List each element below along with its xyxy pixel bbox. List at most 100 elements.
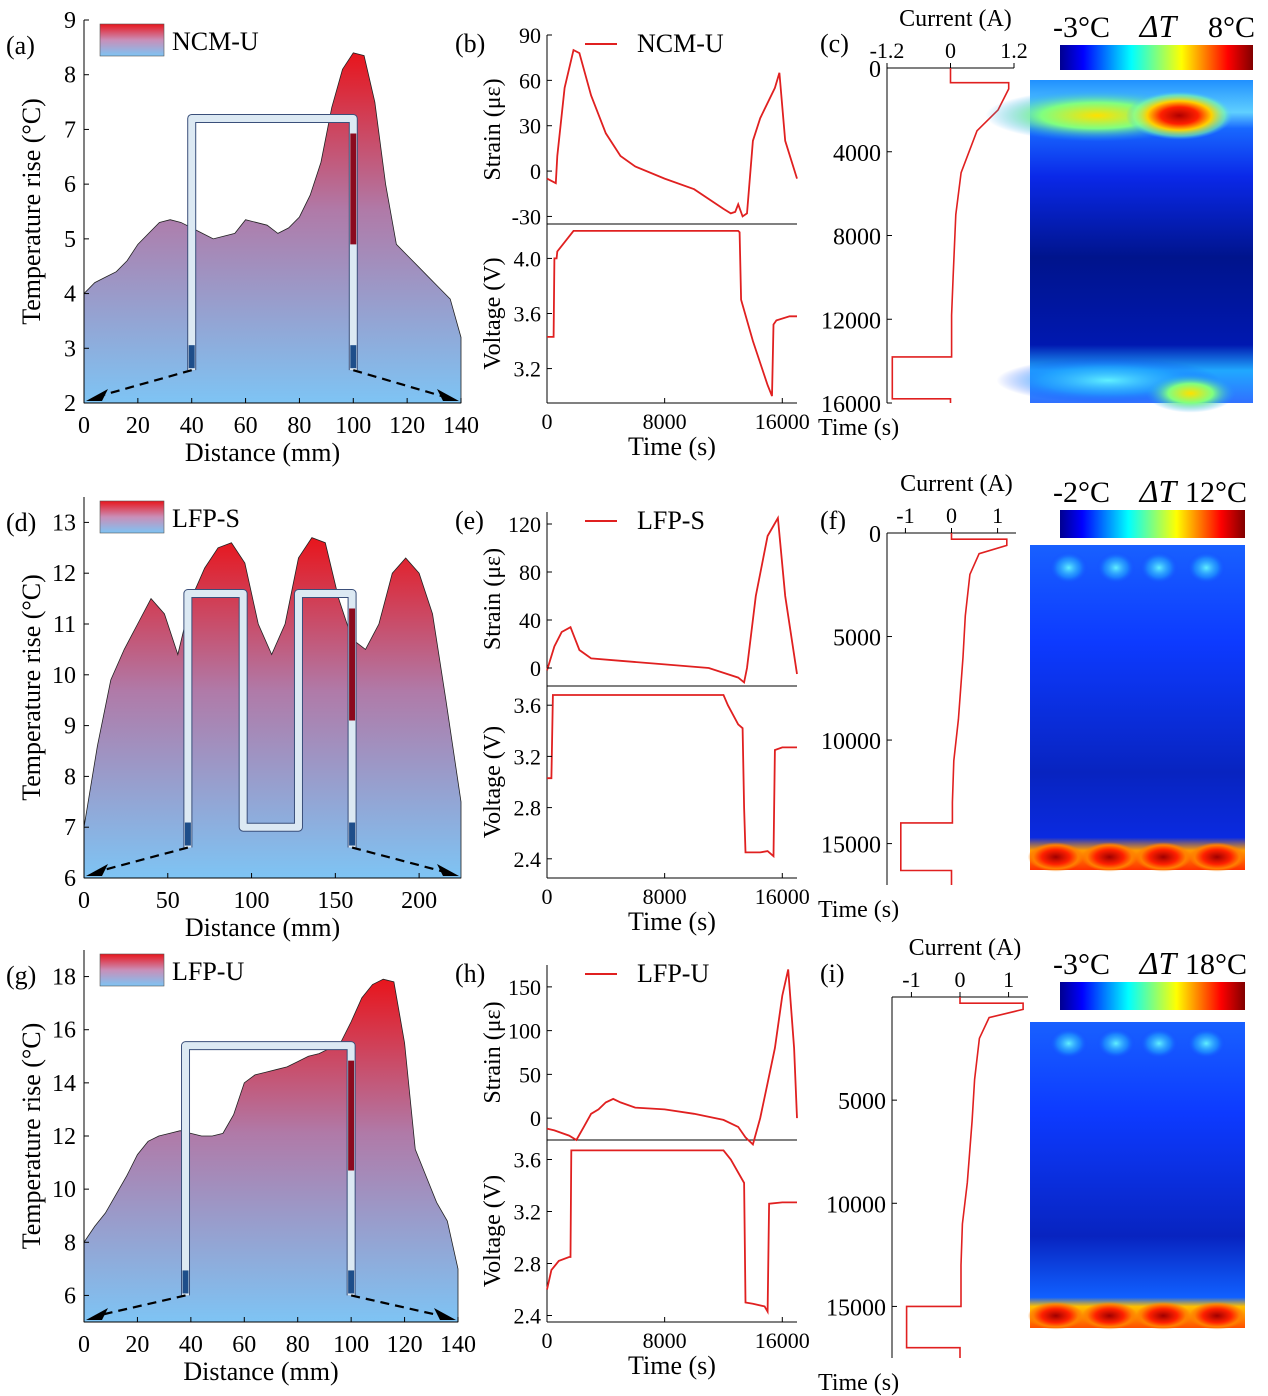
legend-swatch — [99, 23, 165, 57]
voltage-series-line — [546, 1149, 797, 1315]
y-axis-label: Temperature rise (°C) — [17, 98, 46, 325]
colorbar-min-label: -3°C — [1053, 948, 1110, 981]
colorbar-mid-label: ΔT — [1138, 8, 1179, 44]
strain-y-tick-label: 120 — [508, 512, 541, 537]
x-tick-label: 0 — [78, 413, 90, 439]
fiber-end-left-arrow — [86, 389, 108, 401]
panel-label: (b) — [455, 29, 485, 58]
x-tick-label: 40 — [180, 413, 204, 439]
temperature-area — [83, 537, 462, 879]
strain-y-tick-label: 30 — [519, 114, 541, 139]
fiber-end-left-arrow — [86, 864, 108, 876]
x-tick-label: 100 — [335, 413, 371, 439]
fiber-lead-right — [352, 369, 446, 399]
heatmap-hot-spot — [1027, 1301, 1084, 1330]
x-axis-label: Distance (mm) — [185, 438, 340, 467]
x-tick-label: 200 — [401, 888, 437, 914]
voltage-y-tick-label: 2.4 — [514, 847, 542, 872]
x-tick-label: 8000 — [643, 884, 687, 909]
voltage-y-tick-label: 3.6 — [514, 302, 542, 327]
current-tick-label: 0 — [946, 503, 957, 528]
strain-y-tick-label: 60 — [519, 68, 541, 93]
fiber-lead-left — [95, 846, 189, 874]
heatmap-background — [1030, 545, 1245, 870]
panel-label: (a) — [6, 31, 35, 60]
x-tick-label: 150 — [317, 888, 353, 914]
voltage-y-tick-label: 3.2 — [514, 357, 542, 382]
x-tick-label: 80 — [286, 1332, 310, 1358]
voltage-axis-label: Voltage (V) — [480, 1175, 506, 1287]
x-tick-label: 20 — [126, 413, 150, 439]
y-tick-label: 4 — [64, 282, 76, 308]
voltage-y-tick-label: 2.4 — [514, 1304, 542, 1329]
sensor-fiber — [184, 590, 356, 848]
panel-h: 0 50 100 150 2.4 2.8 3.2 3.6 0 8000 16000 Time (s) S… — [455, 959, 810, 1380]
current-tick-label: -1 — [902, 967, 920, 992]
legend-label: LFP-S — [172, 504, 240, 533]
heatmap-cool-spot — [1049, 1028, 1089, 1059]
heatmap-cool-spot — [1186, 551, 1226, 584]
legend-swatch — [99, 500, 165, 534]
y-tick-label: 12 — [52, 1124, 76, 1150]
panel-label: (c) — [820, 29, 849, 58]
x-tick-label: 50 — [156, 888, 180, 914]
x-tick-label: 16000 — [755, 409, 810, 434]
sensor-fiber — [182, 1042, 355, 1296]
x-tick-label: 0 — [78, 1332, 90, 1358]
legend-swatch — [99, 953, 165, 987]
y-tick-label: 8 — [64, 63, 76, 89]
current-tick-label: 1 — [1003, 967, 1014, 992]
x-tick-label: 20 — [125, 1332, 149, 1358]
heatmap-hot-spot — [1135, 842, 1192, 872]
y-tick-label: 9 — [64, 714, 76, 740]
y-tick-label: 8 — [64, 1230, 76, 1256]
colorbar — [1060, 45, 1253, 70]
fiber-end-right-arrow — [437, 864, 459, 876]
legend-label: LFP-S — [637, 506, 705, 535]
current-tick-label: 0 — [955, 967, 966, 992]
strain-y-tick-label: 0 — [530, 1106, 541, 1131]
voltage-y-tick-label: 4.0 — [514, 246, 542, 271]
time-tick-label: 10000 — [826, 1192, 886, 1218]
current-tick-label: -1.2 — [870, 38, 905, 63]
panel-f: -1 0 1 Current (A) 0 5000 10000 15000 Time (s) -2… — [818, 471, 1247, 923]
voltage-series-line — [547, 694, 797, 859]
colorbar — [1060, 510, 1245, 538]
y-axis-label: Temperature rise (°C) — [17, 574, 46, 801]
heatmap-cool-spot — [1049, 551, 1089, 584]
heatmap-hot-spot — [1135, 1301, 1192, 1330]
time-tick-label: 15000 — [826, 1295, 886, 1321]
voltage-y-tick-label: 3.6 — [514, 1148, 542, 1173]
x-tick-label: 16000 — [755, 1328, 810, 1353]
current-series-line — [900, 533, 1008, 885]
strain-y-tick-label: -30 — [512, 204, 541, 229]
heatmap-cool-spot — [1139, 551, 1179, 584]
heatmap-hot-spot — [1189, 1301, 1246, 1330]
time-tick-label: 10000 — [821, 729, 881, 755]
strain-y-tick-label: 0 — [530, 159, 541, 184]
time-tick-label: 8000 — [833, 225, 881, 251]
strain-y-tick-label: 150 — [508, 975, 541, 1000]
strain-y-tick-label: 80 — [519, 560, 541, 585]
strain-series-line — [546, 515, 798, 685]
strain-y-tick-label: 40 — [519, 608, 541, 633]
panel-g: 0 20 40 60 80 100 120 140 6 8 10 12 14 16 18 Distance (… — [6, 950, 476, 1386]
panel-d: 0 50 100 150 200 6 7 8 9 10 11 12 13 Distance (mm) Tem… — [6, 497, 462, 942]
current-tick-label: 1 — [992, 503, 1003, 528]
time-tick-label: 4000 — [833, 141, 881, 167]
strain-axis-label: Strain (με) — [480, 548, 506, 650]
y-tick-label: 6 — [64, 172, 76, 198]
temperature-area — [83, 978, 459, 1323]
strain-series-line — [546, 48, 798, 218]
strain-y-tick-label: 50 — [519, 1062, 541, 1087]
current-axis-label: Current (A) — [899, 6, 1012, 32]
heatmap-cool-spot — [1096, 1028, 1136, 1059]
y-tick-label: 13 — [52, 510, 76, 536]
fiber-end-left-arrow — [86, 1308, 108, 1320]
x-tick-label: 100 — [333, 1332, 369, 1358]
panel-e: 0 40 80 120 2.4 2.8 3.2 3.6 0 8000 16000 Time (s) St… — [455, 506, 810, 936]
x-tick-label: 0 — [542, 1328, 553, 1353]
heatmap-hot-spot — [1189, 842, 1246, 872]
